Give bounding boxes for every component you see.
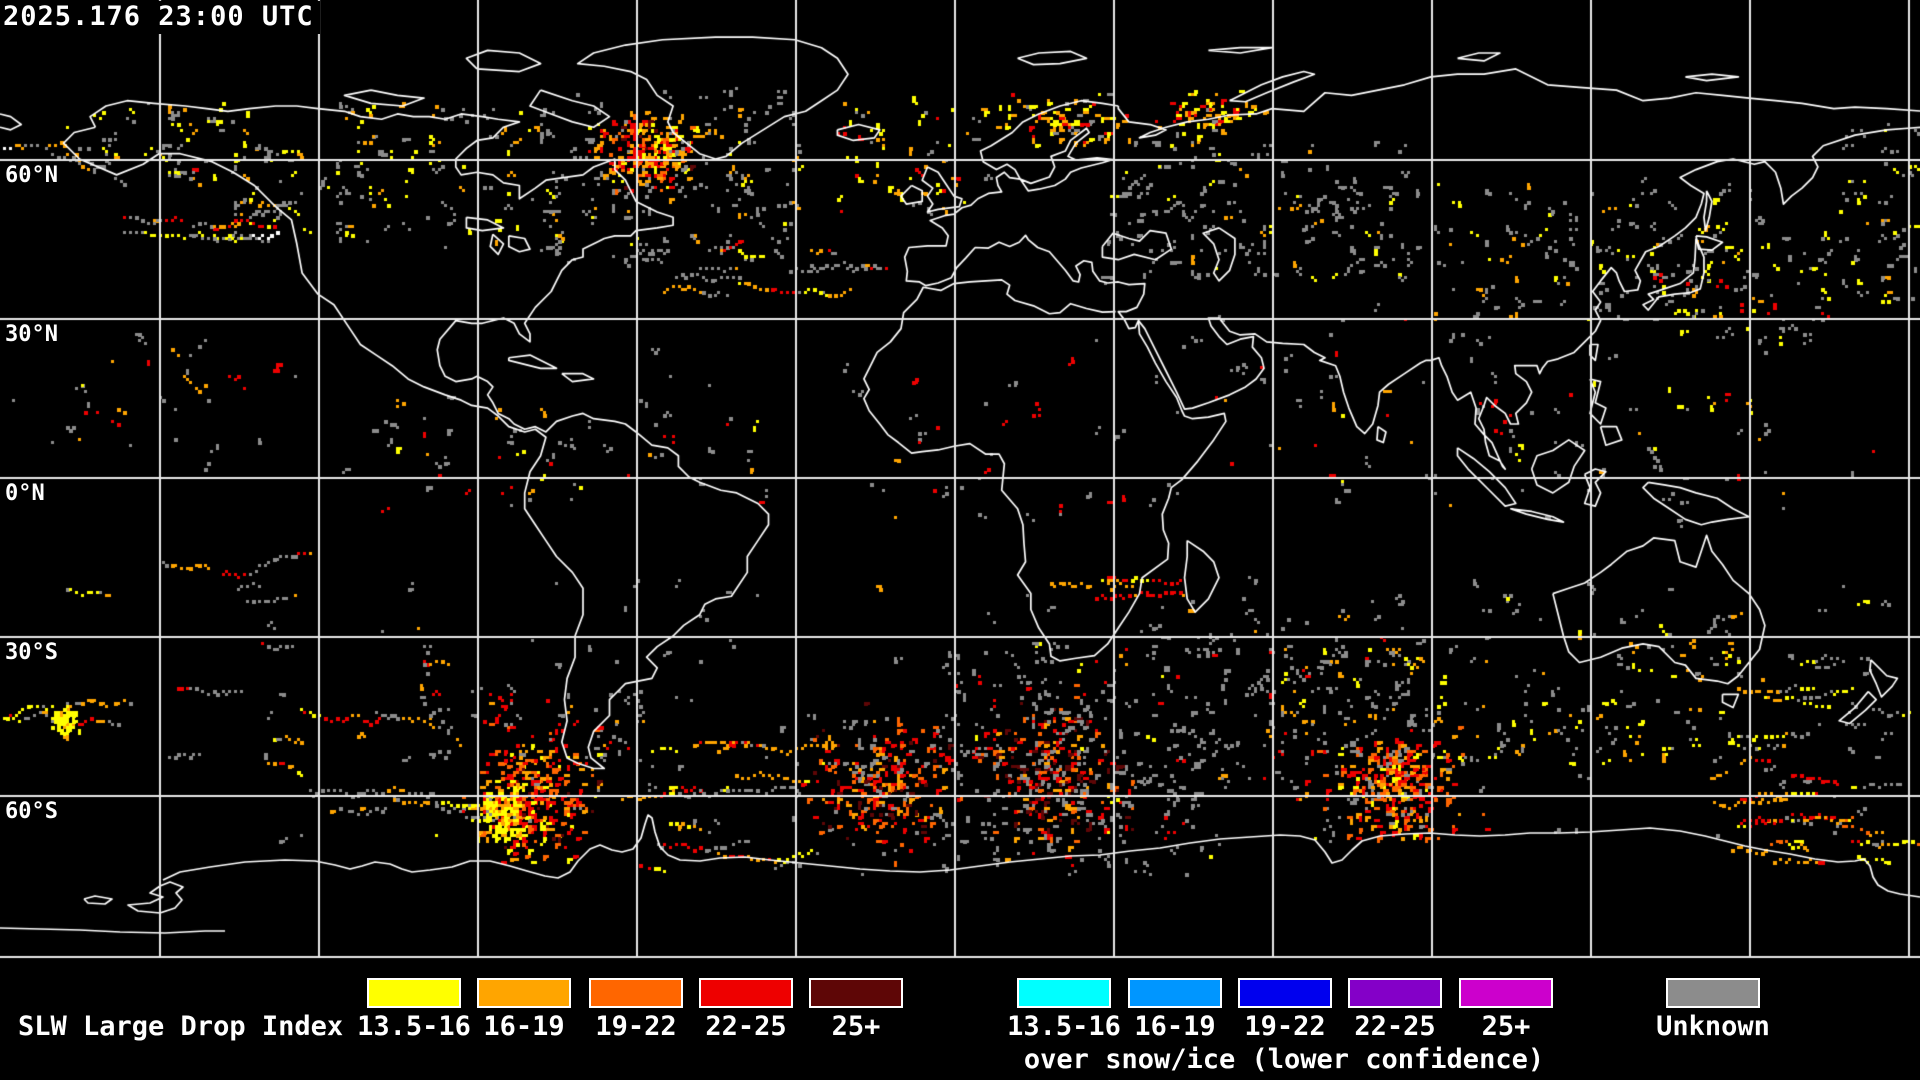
legend-swatch-1922 (589, 978, 683, 1008)
legend-swatch-25+ (1459, 978, 1553, 1008)
legend-swatch-13.516 (367, 978, 461, 1008)
legend-swatch-25+ (809, 978, 903, 1008)
legend-label: 19-22 (595, 1011, 677, 1042)
lat-label-60s: 60°S (5, 800, 61, 825)
legend-swatch-2225 (1348, 978, 1442, 1008)
lat-label-30s: 30°S (5, 641, 61, 666)
legend-label: 25+ (1481, 1011, 1531, 1042)
legend-unknown-label: Unknown (1656, 1011, 1770, 1042)
legend-swatch-13.516 (1017, 978, 1111, 1008)
legend-label: 16-19 (1134, 1011, 1216, 1042)
legend-swatch-1619 (1128, 978, 1222, 1008)
legend-unknown-swatch (1666, 978, 1760, 1008)
legend-label: 13.5-16 (357, 1011, 471, 1042)
legend-label: 22-25 (1354, 1011, 1436, 1042)
lat-label-0n: 0°N (5, 482, 48, 507)
legend-snow-ice-caption: over snow/ice (lower confidence) (1023, 1044, 1545, 1075)
legend-label: 25+ (831, 1011, 881, 1042)
legend-label: 19-22 (1244, 1011, 1326, 1042)
legend-swatch-1922 (1238, 978, 1332, 1008)
legend-swatch-1619 (477, 978, 571, 1008)
lat-label-30n: 30°N (5, 323, 61, 348)
legend-label: 16-19 (483, 1011, 565, 1042)
legend-title: SLW Large Drop Index (18, 1011, 344, 1042)
timestamp-label: 2025.176 23:00 UTC (3, 1, 320, 34)
legend-label: 13.5-16 (1007, 1011, 1121, 1042)
legend-swatch-2225 (699, 978, 793, 1008)
lat-label-60n: 60°N (5, 164, 61, 189)
legend-label: 22-25 (705, 1011, 787, 1042)
